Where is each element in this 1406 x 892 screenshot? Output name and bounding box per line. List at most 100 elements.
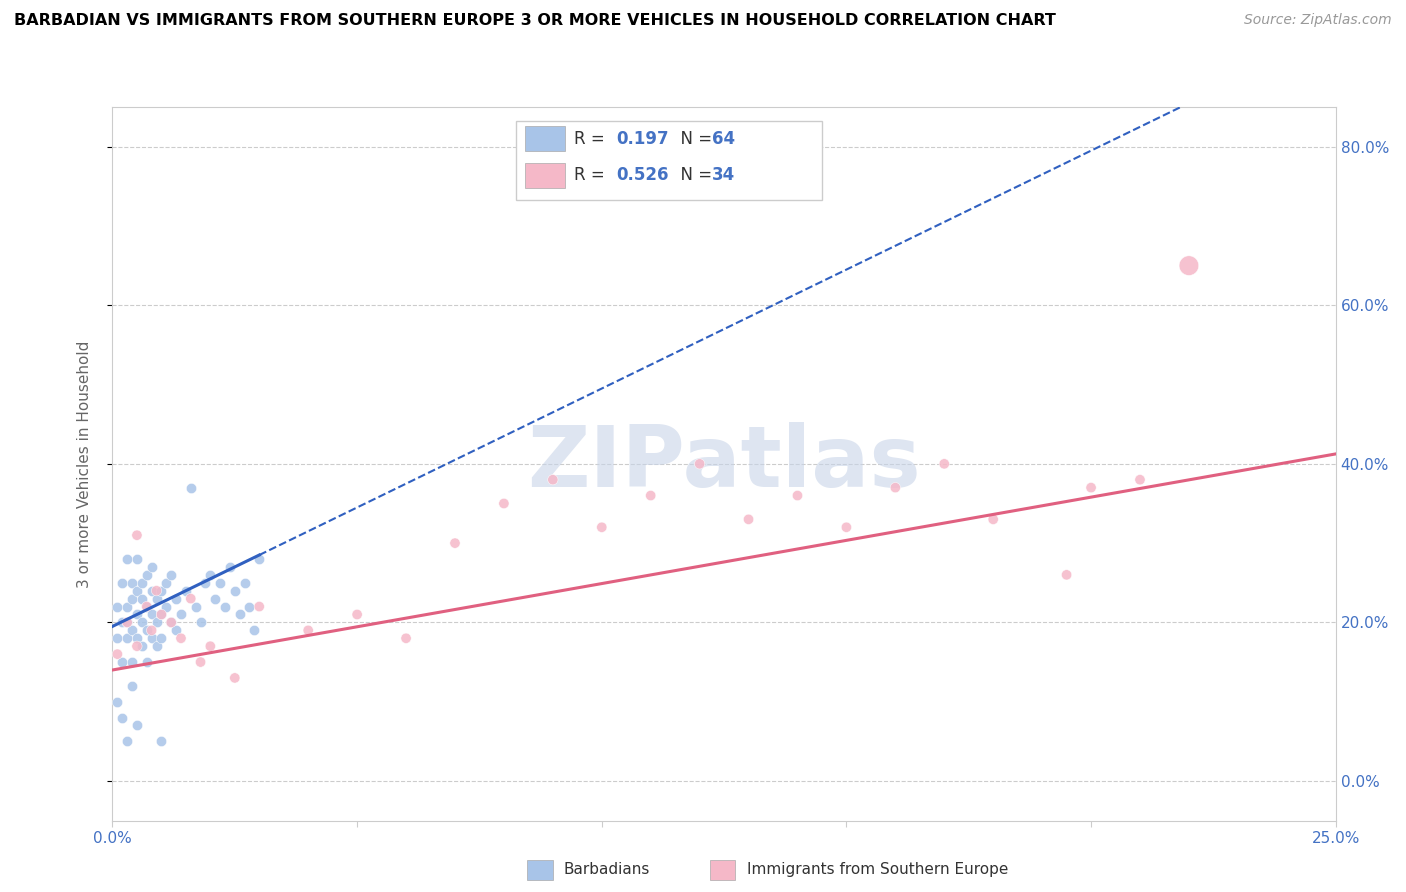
- Point: [1080, 481, 1102, 495]
- Text: ZIPatlas: ZIPatlas: [527, 422, 921, 506]
- Point: [131, 591, 153, 606]
- Y-axis label: 3 or more Vehicles in Household: 3 or more Vehicles in Household: [77, 340, 91, 588]
- Point: [121, 575, 143, 590]
- Point: [247, 552, 270, 566]
- Point: [111, 655, 134, 669]
- Point: [105, 647, 128, 661]
- Point: [121, 591, 143, 606]
- Point: [105, 599, 128, 614]
- Point: [737, 512, 759, 526]
- Point: [150, 632, 173, 646]
- Text: R =: R =: [574, 129, 610, 147]
- Point: [145, 639, 167, 653]
- Text: 34: 34: [711, 167, 735, 185]
- Point: [135, 599, 157, 614]
- Text: N =: N =: [669, 129, 717, 147]
- Point: [145, 583, 167, 598]
- Point: [135, 655, 157, 669]
- Point: [180, 481, 202, 495]
- Point: [145, 615, 167, 630]
- Point: [1056, 567, 1078, 582]
- Point: [444, 536, 467, 550]
- Point: [141, 583, 163, 598]
- Point: [125, 718, 148, 732]
- Point: [150, 607, 173, 622]
- Point: [160, 615, 183, 630]
- Point: [160, 567, 183, 582]
- Point: [492, 496, 515, 510]
- Point: [141, 560, 163, 574]
- Point: [174, 583, 197, 598]
- Point: [165, 591, 187, 606]
- Point: [125, 528, 148, 542]
- Point: [214, 599, 236, 614]
- Point: [835, 520, 858, 534]
- Point: [238, 599, 260, 614]
- Point: [165, 624, 187, 638]
- Point: [194, 575, 217, 590]
- Point: [135, 567, 157, 582]
- Point: [145, 591, 167, 606]
- Point: [190, 655, 212, 669]
- Point: [209, 575, 232, 590]
- Point: [111, 575, 134, 590]
- Point: [115, 632, 138, 646]
- Point: [121, 655, 143, 669]
- Point: [247, 599, 270, 614]
- Point: [125, 552, 148, 566]
- Point: [786, 489, 808, 503]
- Point: [131, 575, 153, 590]
- Point: [884, 481, 907, 495]
- Point: [141, 607, 163, 622]
- Point: [184, 599, 207, 614]
- Text: Immigrants from Southern Europe: Immigrants from Southern Europe: [747, 863, 1008, 877]
- Point: [141, 632, 163, 646]
- Point: [125, 583, 148, 598]
- Point: [155, 599, 177, 614]
- Point: [395, 632, 418, 646]
- Point: [160, 615, 183, 630]
- Point: [170, 607, 193, 622]
- Point: [346, 607, 368, 622]
- Point: [105, 632, 128, 646]
- Text: 0.197: 0.197: [616, 129, 669, 147]
- Point: [111, 615, 134, 630]
- Point: [125, 639, 148, 653]
- Text: N =: N =: [669, 167, 717, 185]
- Point: [228, 607, 250, 622]
- Point: [200, 567, 222, 582]
- Point: [121, 679, 143, 693]
- Point: [105, 695, 128, 709]
- Point: [131, 615, 153, 630]
- Point: [155, 575, 177, 590]
- Point: [243, 624, 266, 638]
- Point: [180, 591, 202, 606]
- Point: [224, 671, 246, 685]
- Point: [689, 457, 711, 471]
- Point: [190, 615, 212, 630]
- Text: BARBADIAN VS IMMIGRANTS FROM SOUTHERN EUROPE 3 OR MORE VEHICLES IN HOUSEHOLD COR: BARBADIAN VS IMMIGRANTS FROM SOUTHERN EU…: [14, 13, 1056, 29]
- Point: [111, 710, 134, 724]
- Point: [141, 624, 163, 638]
- Point: [115, 734, 138, 748]
- Point: [200, 639, 222, 653]
- Point: [115, 615, 138, 630]
- Text: Barbadians: Barbadians: [564, 863, 650, 877]
- Point: [125, 607, 148, 622]
- Text: 64: 64: [711, 129, 735, 147]
- Point: [224, 583, 246, 598]
- Point: [233, 575, 256, 590]
- Text: Source: ZipAtlas.com: Source: ZipAtlas.com: [1244, 13, 1392, 28]
- Point: [170, 632, 193, 646]
- Point: [115, 552, 138, 566]
- Point: [541, 473, 564, 487]
- Point: [640, 489, 662, 503]
- Point: [150, 583, 173, 598]
- Point: [934, 457, 956, 471]
- Point: [150, 607, 173, 622]
- Point: [204, 591, 226, 606]
- Point: [131, 639, 153, 653]
- Point: [981, 512, 1004, 526]
- Point: [135, 599, 157, 614]
- Point: [125, 632, 148, 646]
